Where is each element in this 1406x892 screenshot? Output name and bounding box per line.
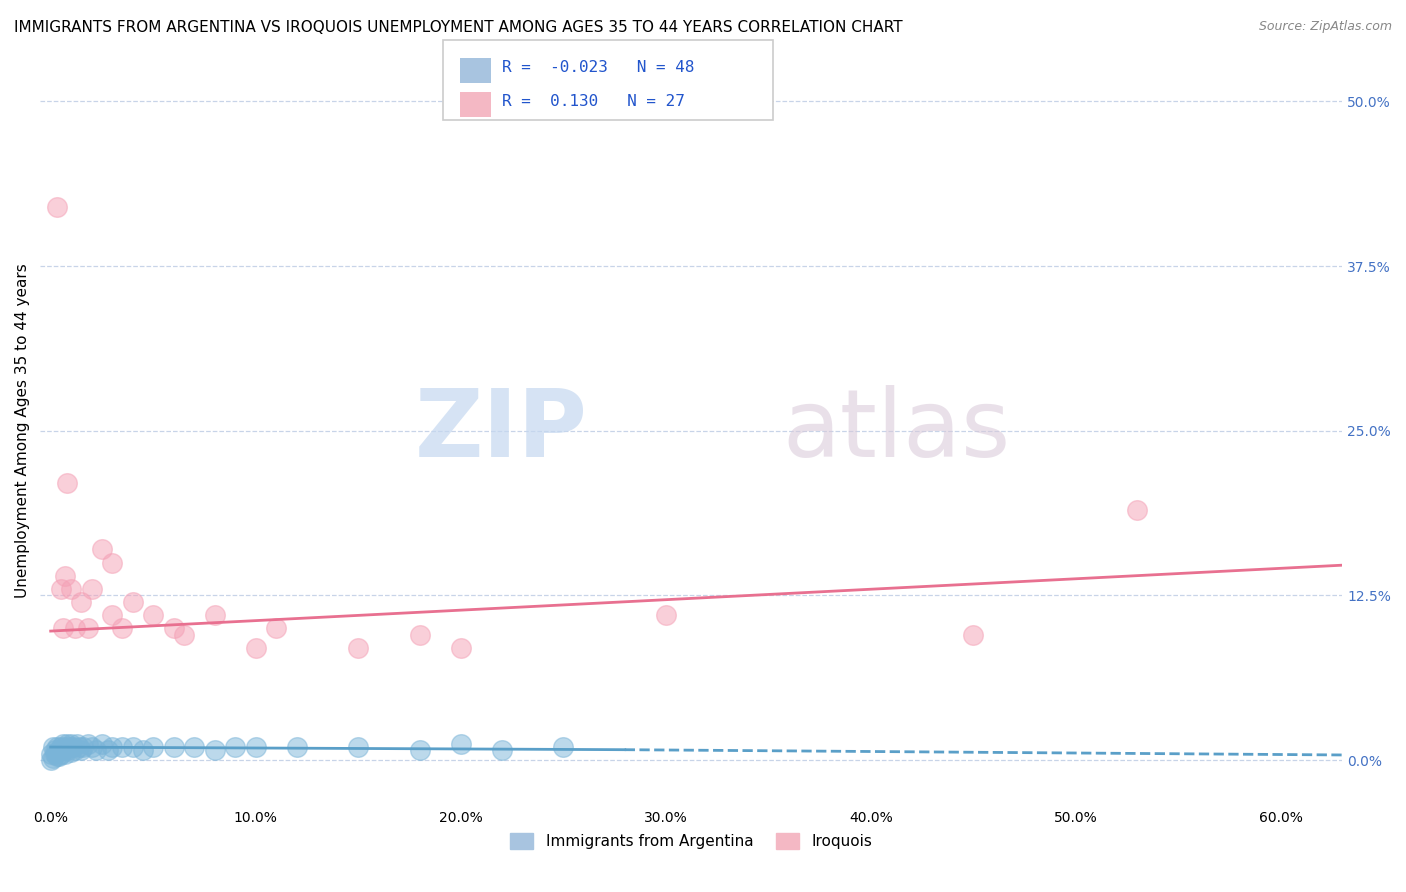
Point [49, 747, 72, 761]
Point [450, 641, 472, 656]
Point [450, 738, 472, 752]
Point [90, 542, 112, 557]
Point [204, 742, 226, 756]
Point [101, 740, 124, 755]
Point [264, 622, 287, 636]
Point [39, 753, 62, 767]
Point [111, 740, 134, 755]
Point [56, 738, 79, 752]
Point [41, 750, 63, 764]
Point [962, 628, 984, 642]
Point [65, 742, 87, 756]
Point [65, 622, 87, 636]
Point [72, 740, 94, 755]
Point [80, 582, 103, 596]
Point [347, 740, 370, 755]
Point [142, 740, 165, 755]
Point [39, 747, 62, 761]
Point [44, 742, 66, 756]
Point [45, 749, 67, 764]
Point [101, 556, 124, 570]
Point [48, 749, 70, 764]
Point [56, 742, 79, 756]
Point [285, 740, 308, 755]
Point [90, 738, 112, 752]
Point [44, 747, 66, 761]
Legend: Immigrants from Argentina, Iroquois: Immigrants from Argentina, Iroquois [505, 827, 879, 855]
Text: atlas: atlas [783, 384, 1011, 476]
Text: Source: ZipAtlas.com: Source: ZipAtlas.com [1258, 20, 1392, 33]
Point [142, 608, 165, 623]
Point [80, 740, 103, 755]
Point [60, 738, 83, 752]
Point [409, 742, 432, 756]
Point [173, 628, 195, 642]
Point [60, 745, 83, 759]
Point [245, 641, 267, 656]
Point [163, 740, 186, 755]
Point [553, 740, 575, 755]
Point [76, 622, 98, 636]
Point [56, 476, 79, 491]
Point [58, 740, 80, 755]
Point [101, 608, 124, 623]
Point [409, 628, 432, 642]
Point [53, 740, 76, 755]
Point [53, 747, 76, 761]
Point [41, 740, 63, 755]
Point [49, 740, 72, 755]
Text: IMMIGRANTS FROM ARGENTINA VS IROQUOIS UNEMPLOYMENT AMONG AGES 35 TO 44 YEARS COR: IMMIGRANTS FROM ARGENTINA VS IROQUOIS UN… [14, 20, 903, 35]
Point [1126, 503, 1149, 517]
Text: R =  -0.023   N = 48: R = -0.023 N = 48 [502, 60, 695, 75]
Point [66, 738, 89, 752]
Point [76, 738, 98, 752]
Y-axis label: Unemployment Among Ages 35 to 44 years: Unemployment Among Ages 35 to 44 years [15, 263, 30, 599]
Point [654, 608, 676, 623]
Point [48, 742, 70, 756]
Point [183, 740, 205, 755]
Point [70, 595, 93, 609]
Point [67, 740, 90, 755]
Point [132, 742, 155, 756]
Text: R =  0.130   N = 27: R = 0.130 N = 27 [502, 94, 685, 109]
Point [245, 740, 267, 755]
Point [60, 582, 83, 596]
Point [45, 200, 67, 214]
Point [224, 740, 246, 755]
Text: ZIP: ZIP [415, 384, 588, 476]
Point [49, 582, 72, 596]
Point [70, 742, 93, 756]
Point [84, 742, 107, 756]
Point [163, 622, 186, 636]
Point [491, 742, 513, 756]
Point [45, 740, 67, 755]
Point [97, 742, 120, 756]
Point [204, 608, 226, 623]
Point [53, 568, 76, 582]
Point [111, 622, 134, 636]
Point [121, 740, 143, 755]
Point [121, 595, 143, 609]
Point [52, 738, 75, 752]
Point [62, 740, 84, 755]
Point [52, 622, 75, 636]
Point [347, 641, 370, 656]
Point [52, 742, 75, 756]
